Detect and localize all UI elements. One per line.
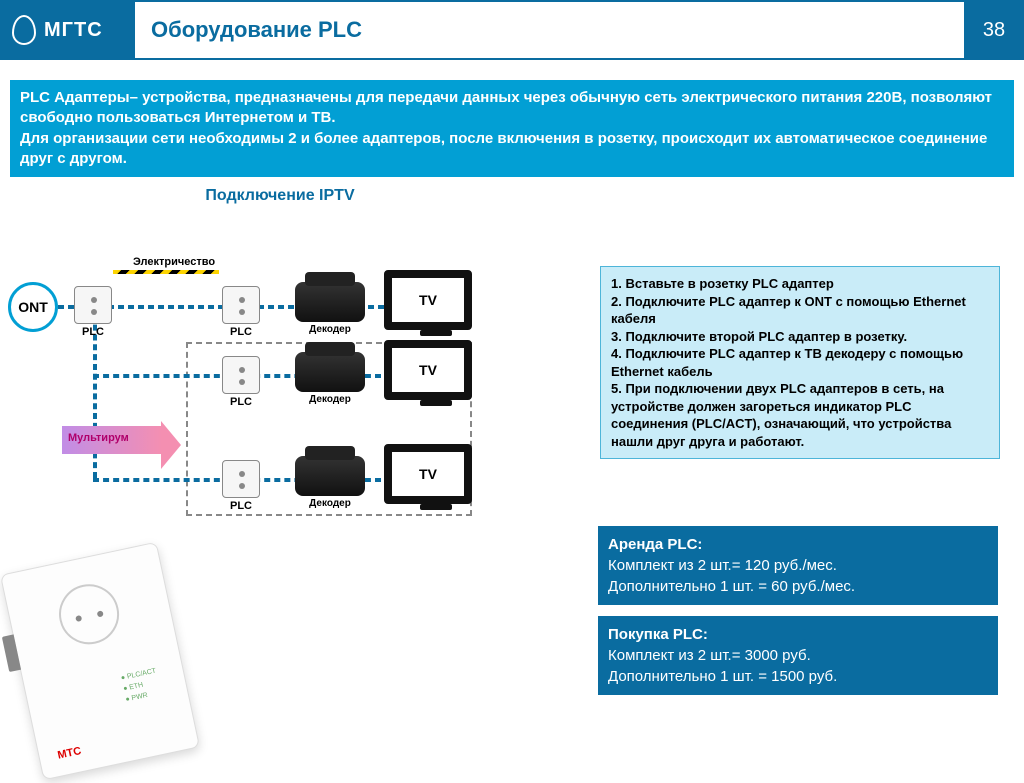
step-1: 1. Вставьте в розетку PLC адаптер [611, 275, 989, 293]
page-number: 38 [964, 0, 1024, 60]
plc-label: PLC [230, 500, 252, 512]
plc-adapter-4 [222, 460, 260, 498]
step-3: 3. Подключите второй PLC адаптер в розет… [611, 328, 989, 346]
electricity-label: Электричество [133, 256, 215, 268]
tv-2: TV [384, 340, 472, 400]
step-4: 4. Подключите PLC адаптер к ТВ декодеру … [611, 345, 989, 380]
decoder-label: Декодер [309, 324, 351, 335]
price-buy-line2: Дополнительно 1 шт. = 1500 руб. [608, 666, 988, 687]
brand-icon [12, 15, 36, 45]
diagram-canvas: Электричество Мультирум ONT PLC PLC PLC … [0, 226, 1024, 767]
decoder-1 [295, 282, 365, 322]
step-5: 5. При подключении двух PLC адаптеров в … [611, 380, 989, 450]
device-brand: МТС [57, 745, 83, 762]
plc-label: PLC [82, 326, 104, 338]
price-rent-title: Аренда PLC: [608, 534, 988, 555]
plc-label: PLC [230, 326, 252, 338]
decoder-2 [295, 352, 365, 392]
plc-adapter-1 [74, 286, 112, 324]
decoder-3 [295, 456, 365, 496]
price-rent-line2: Дополнительно 1 шт. = 60 руб./мес. [608, 576, 988, 597]
brand-logo: МГТС [0, 0, 135, 60]
decoder-label: Декодер [309, 394, 351, 405]
plc-device-photo: ● PLC/ACT● ETH● PWR МТС [0, 542, 200, 781]
page-title: Оборудование PLC [135, 0, 964, 60]
diagram-subtitle: Подключение IPTV [0, 187, 560, 205]
price-buy-line1: Комплект из 2 шт.= 3000 руб. [608, 645, 988, 666]
decoder-label: Декодер [309, 498, 351, 509]
header: МГТС Оборудование PLC 38 [0, 0, 1024, 60]
price-rent-box: Аренда PLC: Комплект из 2 шт.= 120 руб./… [598, 526, 998, 605]
brand-text: МГТС [44, 19, 103, 42]
multiroom-label: Мультирум [68, 432, 129, 444]
tv-1: TV [384, 270, 472, 330]
steps-box: 1. Вставьте в розетку PLC адаптер 2. Под… [600, 266, 1000, 459]
plc-adapter-3 [222, 356, 260, 394]
price-rent-line1: Комплект из 2 шт.= 120 руб./мес. [608, 555, 988, 576]
price-buy-title: Покупка PLC: [608, 624, 988, 645]
plc-label: PLC [230, 396, 252, 408]
price-buy-box: Покупка PLC: Комплект из 2 шт.= 3000 руб… [598, 616, 998, 695]
step-2: 2. Подключите PLC адаптер к ONT с помощь… [611, 293, 989, 328]
tv-3: TV [384, 444, 472, 504]
plc-adapter-2 [222, 286, 260, 324]
ont-node: ONT [8, 282, 58, 332]
intro-text: PLC Адаптеры– устройства, предназначены … [10, 80, 1014, 177]
electricity-stripe [113, 270, 219, 274]
